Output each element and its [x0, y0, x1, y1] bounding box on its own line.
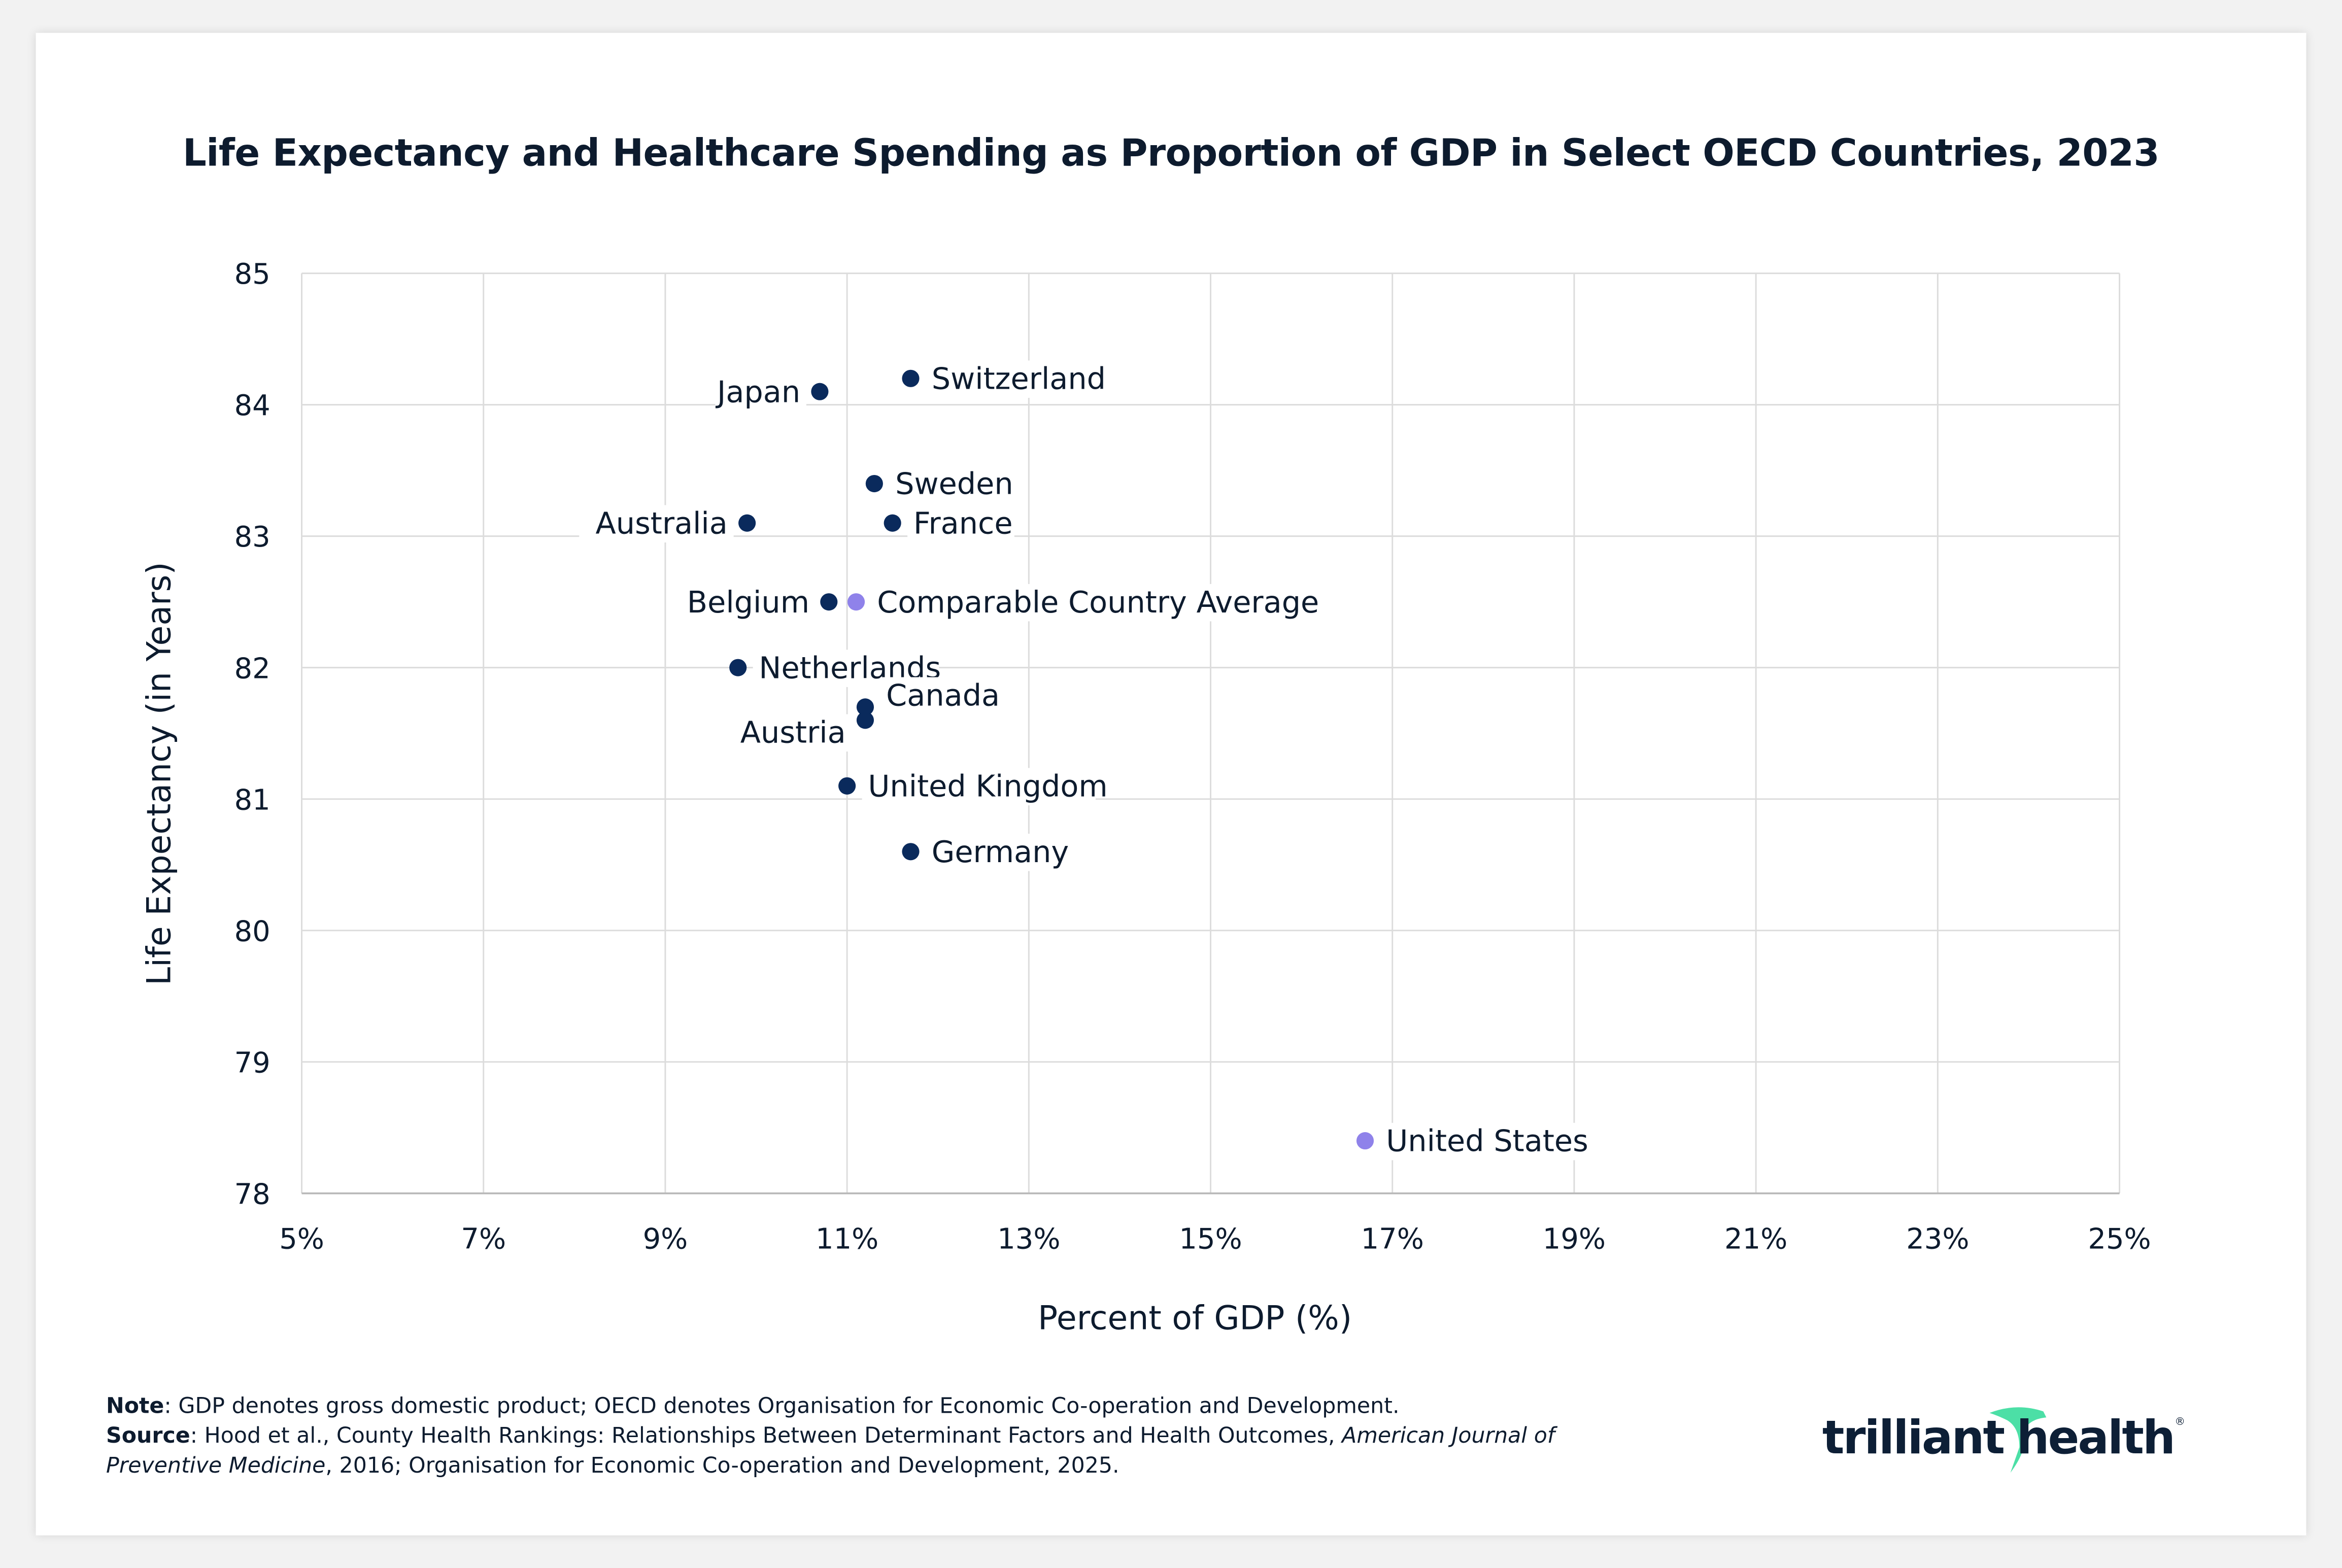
logo-text-left: trilliant: [1822, 1410, 2005, 1464]
point-united-states: [1356, 1132, 1374, 1150]
x-tick-label: 9%: [643, 1223, 688, 1256]
x-tick-label: 17%: [1361, 1223, 1424, 1256]
point-label-japan: Japan: [715, 374, 800, 409]
point-label-france: France: [913, 505, 1013, 540]
y-tick-label: 81: [234, 783, 270, 816]
point-switzerland: [902, 369, 920, 387]
trilliant-health-logo: trilliant health ®: [1822, 1407, 2185, 1473]
label-background: [715, 373, 806, 411]
point-comparable-country-average: [847, 593, 865, 611]
point-label-switzerland: Switzerland: [932, 361, 1106, 396]
y-tick-label: 85: [234, 258, 270, 291]
point-japan: [811, 383, 829, 400]
point-belgium: [820, 593, 838, 611]
label-background: [1380, 1122, 1598, 1161]
chart-card: [36, 32, 2306, 1536]
point-label-australia: Australia: [596, 505, 728, 540]
source-line: Source: Hood et al., County Health Ranki…: [106, 1422, 1659, 1482]
point-germany: [902, 843, 920, 861]
label-background: [880, 677, 988, 715]
x-tick-label: 23%: [1906, 1223, 1969, 1256]
footnotes: Note: GDP denotes gross domestic product…: [106, 1392, 1659, 1482]
point-label-germany: Germany: [932, 834, 1069, 869]
point-label-united-states: United States: [1386, 1123, 1588, 1158]
note-line: Note: GDP denotes gross domestic product…: [106, 1392, 1659, 1422]
label-background: [907, 505, 1014, 543]
point-label-austria: Austria: [740, 714, 846, 749]
point-label-sweden: Sweden: [895, 466, 1013, 501]
x-tick-label: 7%: [461, 1223, 506, 1256]
source-journal: American Journal of Preventive Medicine: [106, 1424, 1555, 1479]
point-netherlands: [729, 659, 747, 676]
x-axis-ticks: 5% 7% 9% 11% 13% 15% 17% 19% 21% 23% 25%: [279, 1223, 2151, 1256]
point-label-belgium: Belgium: [687, 585, 809, 620]
point-sweden: [865, 474, 883, 493]
x-tick-label: 21%: [1724, 1223, 1787, 1256]
note-label: Note: [106, 1395, 164, 1419]
y-axis-label: Life Expectancy (in Years): [141, 562, 179, 985]
x-tick-label: 5%: [279, 1223, 324, 1256]
y-tick-label: 78: [234, 1178, 270, 1211]
data-points: Switzerland Japan Sweden Australia France Bel…: [579, 360, 1598, 1161]
registered-mark: ®: [2175, 1415, 2185, 1427]
y-tick-label: 82: [234, 652, 270, 685]
point-united-kingdom: [838, 777, 856, 795]
y-tick-label: 79: [234, 1046, 270, 1079]
source-rest: , 2016; Organisation for Economic Co-ope…: [325, 1454, 1119, 1479]
grid: [301, 272, 2121, 1195]
point-france: [884, 514, 901, 532]
x-tick-label: 13%: [997, 1223, 1060, 1256]
label-background: [862, 768, 1096, 806]
label-background: [579, 505, 734, 543]
label-background: [925, 833, 1048, 871]
label-background: [925, 360, 1112, 398]
x-tick-label: 15%: [1179, 1223, 1242, 1256]
y-tick-label: 83: [234, 521, 270, 554]
point-austria: [856, 711, 874, 729]
source-label: Source: [106, 1424, 190, 1449]
point-label-united-kingdom: United Kingdom: [868, 768, 1107, 803]
chart-title: Life Expectancy and Healthcare Spending …: [183, 131, 2160, 175]
label-background: [871, 584, 1295, 622]
label-background: [889, 465, 997, 503]
x-tick-label: 11%: [816, 1223, 878, 1256]
y-tick-label: 84: [234, 389, 270, 422]
y-tick-label: 80: [234, 915, 270, 948]
x-tick-label: 25%: [2088, 1223, 2151, 1256]
x-tick-label: 19%: [1543, 1223, 1606, 1256]
note-text: : GDP denotes gross domestic product; OE…: [164, 1395, 1400, 1419]
logo-swoosh-icon: [1989, 1407, 2047, 1473]
label-background: [729, 714, 852, 752]
y-axis-ticks: 78 79 80 81 82 83 84 85: [234, 258, 270, 1211]
point-label-canada: Canada: [886, 677, 1000, 712]
source-text: : Hood et al., County Health Rankings: R…: [190, 1424, 1342, 1449]
label-background: [692, 584, 816, 622]
logo-text-right: health: [2016, 1410, 2174, 1464]
point-australia: [738, 514, 756, 532]
point-canada: [856, 698, 874, 716]
point-label-comparable-country-average: Comparable Country Average: [877, 585, 1319, 620]
x-axis-label: Percent of GDP (%): [1038, 1300, 1352, 1338]
